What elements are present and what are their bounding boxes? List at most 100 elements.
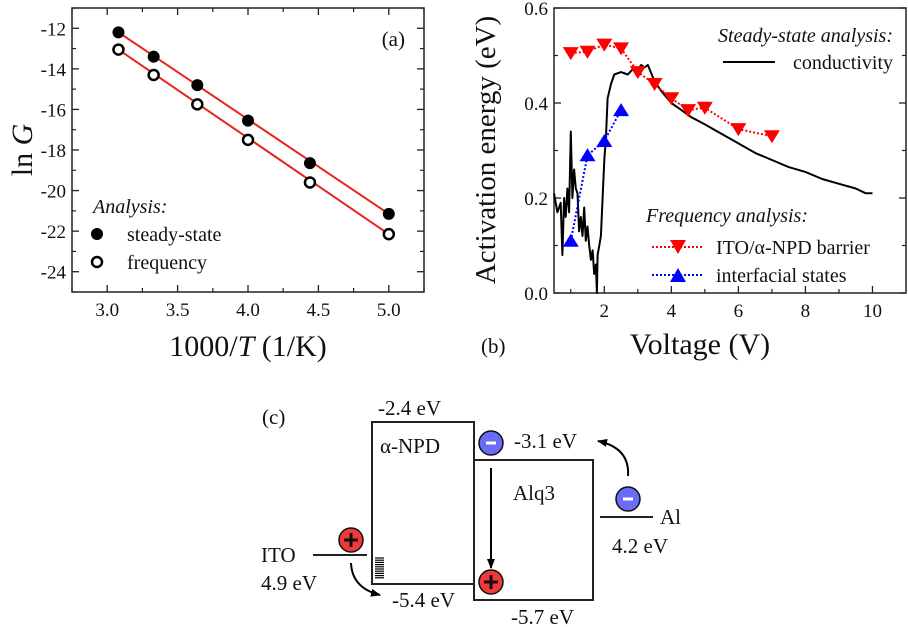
data-point-down-triangle (663, 92, 680, 106)
npd-name: α-NPD (380, 434, 440, 458)
data-point-down-triangle (696, 101, 713, 115)
x-tick-label: 10 (863, 301, 882, 322)
fit-line-steady-state (117, 31, 390, 215)
npd-lumo-label: -2.4 eV (378, 396, 441, 420)
electron-alq3 (478, 430, 504, 456)
y-tick-label: -14 (41, 60, 67, 81)
data-point-up-triangle (596, 134, 613, 147)
data-point-down-triangle (629, 66, 646, 80)
plus-icon (344, 533, 358, 547)
alq3-name: Alq3 (513, 481, 555, 505)
legend-title-steady: Steady-state analysis: (718, 25, 893, 47)
legend-label-conductivity: conductivity (793, 52, 893, 74)
data-point-steady-state (112, 26, 125, 39)
alq3-level-box (473, 459, 594, 601)
data-point-frequency (241, 133, 255, 147)
data-point-up-triangle (579, 148, 596, 162)
plus-icon (484, 575, 498, 589)
panel-a-chart: 3.0 3.5 4.0 4.5 5.0 -12 -14 -16 -18 -20 -22 -24 (a)… (6, 7, 425, 363)
ito-name: ITO (261, 543, 296, 567)
series-line-conductivity (553, 64, 873, 294)
legend-label-barrier: ITO/α-NPD barrier (716, 237, 870, 259)
legend-marker-up-triangle (670, 268, 686, 282)
data-point-steady-state (382, 207, 395, 220)
y-tick-label: 0.4 (524, 94, 548, 115)
panel-a-frame (71, 7, 425, 293)
xlabel-pre: 1000/ (169, 330, 238, 363)
x-tick-label: 4 (667, 301, 677, 322)
panel-a-legend: Analysis: steady-state frequency (90, 196, 222, 274)
panel-b-ylabel: Activation energy (eV) (470, 16, 502, 284)
data-point-down-triangle (562, 47, 579, 61)
npd-homo-label: -5.4 eV (392, 588, 455, 612)
data-point-up-triangle (613, 103, 630, 117)
data-point-down-triangle (596, 38, 613, 52)
legend-label-steady-state: steady-state (127, 224, 222, 246)
panel-c-label: (c) (262, 405, 285, 429)
data-point-steady-state (147, 50, 160, 63)
x-tick-label: 4.5 (307, 300, 331, 321)
interfacial-states-hatch (375, 557, 384, 579)
y-tick-label: 0.6 (524, 0, 548, 20)
panel-b-label: (b) (481, 334, 506, 358)
x-tick-label: 8 (801, 301, 811, 322)
panel-c-energy-diagram: (c) -2.4 eV α-NPD -5.4 eV -3.1 eV Alq3 -… (261, 396, 681, 627)
panel-a-xlabel: 1000/T (1/K) (169, 330, 327, 363)
y-tick-label: -22 (41, 222, 66, 243)
x-tick-label: 4.0 (236, 300, 260, 321)
y-tick-label: 0.0 (524, 284, 548, 305)
y-tick-label: -24 (41, 263, 67, 284)
electron-al (615, 486, 641, 512)
data-point-frequency (382, 227, 396, 241)
legend-marker-filled-circle (91, 228, 103, 240)
ito-level-label: 4.9 eV (261, 571, 317, 595)
x-tick-label: 5.0 (377, 300, 401, 321)
ylabel-ln: ln (6, 145, 39, 176)
panel-b-chart: 2 4 6 8 10 0.0 0.2 0.4 0.6 Steady-state analysis… (470, 0, 907, 361)
xlabel-T: T (238, 330, 257, 363)
data-point-down-triangle (680, 104, 697, 118)
y-tick-label: -16 (41, 100, 66, 121)
y-tick-label: 0.2 (524, 189, 548, 210)
panel-b-legend-steady: Steady-state analysis: conductivity (718, 25, 893, 74)
alq3-homo-label: -5.7 eV (511, 605, 574, 627)
panel-a-ylabel: ln G (6, 123, 39, 176)
data-point-down-triangle (730, 123, 747, 137)
data-point-down-triangle (613, 42, 630, 56)
ylabel-G: G (6, 123, 39, 145)
series-line-barrier (570, 43, 773, 138)
data-point-steady-state (191, 79, 204, 92)
x-tick-label: 2 (600, 301, 610, 322)
data-point-frequency (303, 176, 317, 189)
data-point-down-triangle (763, 130, 780, 144)
y-tick-label: -18 (41, 141, 66, 162)
legend-title: Analysis: (91, 196, 167, 218)
legend-title-frequency: Frequency analysis: (645, 205, 808, 227)
legend-marker-down-triangle (670, 240, 686, 254)
data-point-frequency (112, 43, 125, 56)
data-point-frequency (147, 68, 160, 82)
al-name: Al (660, 505, 681, 529)
hole-alq3 (478, 569, 504, 595)
data-point-down-triangle (646, 78, 663, 91)
x-tick-label: 3.5 (166, 300, 190, 321)
y-tick-label: -12 (41, 19, 66, 40)
legend-label-frequency: frequency (127, 252, 207, 274)
legend-label-interfacial: interfacial states (716, 265, 847, 287)
panel-b-xlabel: Voltage (V) (630, 328, 770, 361)
data-point-steady-state (303, 157, 316, 170)
panel-b-legend-frequency: Frequency analysis: ITO/α-NPD barrier in… (645, 205, 870, 287)
electron-injection-arrow (597, 439, 630, 477)
x-tick-label: 3.0 (95, 300, 119, 321)
al-level-label: 4.2 eV (612, 534, 668, 558)
data-point-steady-state (242, 114, 254, 127)
x-tick-label: 6 (734, 301, 744, 322)
xlabel-post: (1/K) (254, 330, 326, 363)
panel-a-label: (a) (382, 27, 405, 51)
y-tick-label: -20 (41, 182, 66, 203)
data-point-up-triangle (562, 233, 579, 247)
data-point-frequency (191, 98, 204, 111)
alq3-lumo-label: -3.1 eV (514, 429, 577, 453)
legend-marker-open-circle (90, 255, 104, 269)
